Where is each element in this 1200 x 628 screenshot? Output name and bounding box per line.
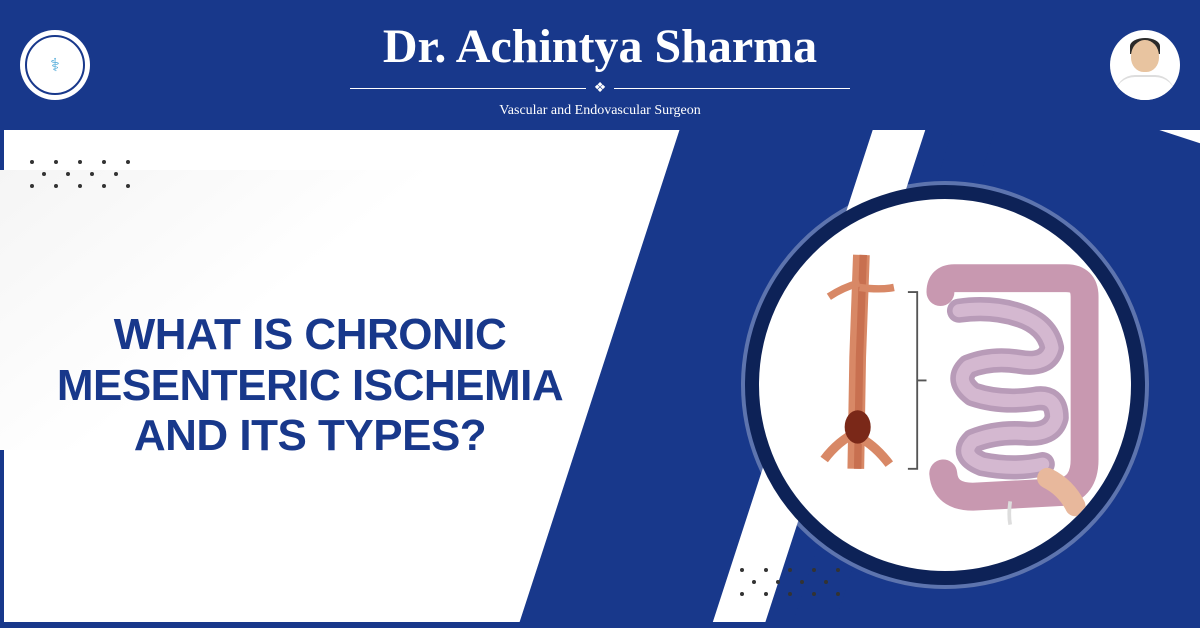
doctor-avatar [1110,30,1180,100]
caduceus-icon: ⚕ [50,55,60,76]
header-banner: ⚕ Dr. Achintya Sharma ❖ Vascular and End… [0,0,1200,130]
logo-badge: ⚕ [25,35,85,95]
bottom-accent-border [0,622,1200,628]
appendix [1009,501,1010,524]
mesenteric-svg [787,227,1103,543]
medical-illustration-frame [745,185,1145,585]
artery-clot [845,410,871,443]
doctor-subtitle: Vascular and Endovascular Surgeon [499,103,701,119]
dots-pattern-bottom-right [738,568,840,598]
avatar-body [1115,75,1175,100]
doctor-name-title: Dr. Achintya Sharma [383,19,817,74]
anatomy-illustration [787,227,1103,543]
divider-line-right [614,88,850,89]
small-intestine [959,309,1057,467]
practice-logo: ⚕ [20,30,90,100]
dots-pattern-top-left [30,160,132,190]
main-content: WHAT IS CHRONIC MESENTERIC ISCHEMIA AND … [0,130,1200,628]
article-headline: WHAT IS CHRONIC MESENTERIC ISCHEMIA AND … [30,310,590,462]
avatar-head [1131,40,1159,72]
diamond-icon: ❖ [594,80,607,97]
artery-branch-2 [859,287,893,288]
bracket [908,292,927,469]
ornamental-divider: ❖ [350,80,850,97]
divider-line-left [350,88,586,89]
